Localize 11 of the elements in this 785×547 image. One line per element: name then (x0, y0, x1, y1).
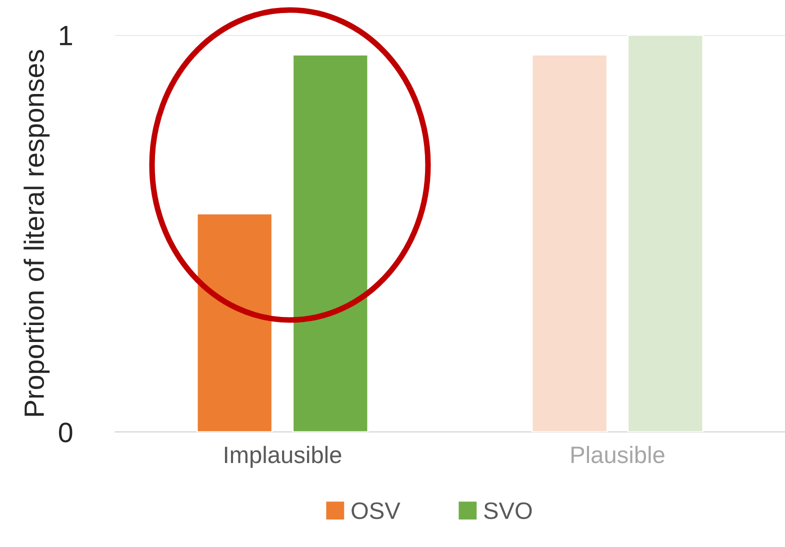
x-tick-label: Plausible (572, 446, 664, 464)
bar (531, 54, 608, 432)
bar (292, 54, 369, 432)
y-tick-label: 1 (60, 26, 72, 46)
bar (196, 212, 273, 432)
legend-label: OSV (352, 502, 400, 520)
y-axis-title: Proportion of literal responses (24, 50, 50, 416)
bar (627, 35, 704, 432)
legend-label: SVO (484, 502, 532, 520)
y-tick-label: 0 (58, 422, 72, 442)
x-tick-label: Implausible (224, 446, 342, 468)
